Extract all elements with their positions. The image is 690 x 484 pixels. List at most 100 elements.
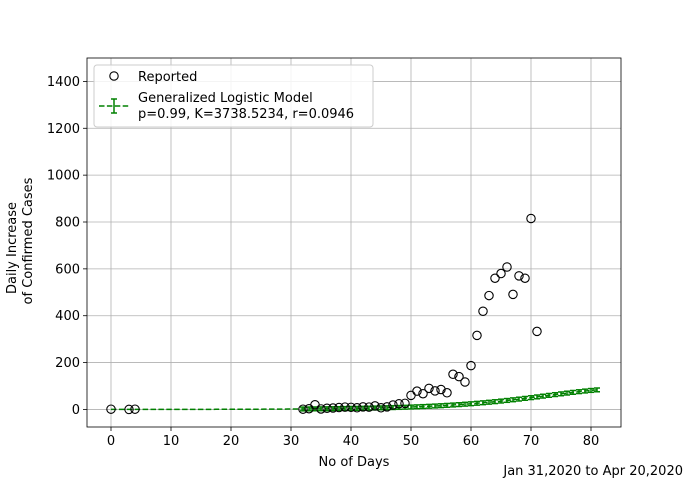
y-tick-label: 1200 xyxy=(47,122,80,137)
model-errorbar xyxy=(522,395,528,402)
model-errorbar xyxy=(480,400,486,406)
reported-series xyxy=(106,213,542,415)
model-errorbar xyxy=(546,392,552,398)
reported-point xyxy=(532,326,542,337)
reported-point xyxy=(376,403,386,413)
x-tick-label: 40 xyxy=(343,434,360,449)
legend-reported-marker xyxy=(109,71,119,81)
reported-point xyxy=(388,400,398,410)
reported-point xyxy=(382,402,392,412)
reported-point xyxy=(394,399,404,409)
model-errorbar xyxy=(588,387,594,394)
reported-point xyxy=(454,371,464,382)
reported-point xyxy=(508,289,518,300)
reported-point xyxy=(130,404,140,414)
y-tick-label: 600 xyxy=(55,262,80,277)
legend-model-label: Generalized Logistic Model xyxy=(138,91,313,106)
model-errorbar xyxy=(450,402,456,408)
model-errorbar xyxy=(420,403,426,410)
x-tick-label: 0 xyxy=(107,434,115,449)
legend-box xyxy=(93,64,374,128)
reported-point xyxy=(460,377,470,387)
model-errorbar xyxy=(570,389,576,395)
reported-point xyxy=(334,402,344,413)
model-curve xyxy=(110,389,598,411)
reported-point xyxy=(442,388,452,398)
y-tick-label: 0 xyxy=(72,403,80,418)
reported-point xyxy=(448,369,458,380)
x-tick-label: 70 xyxy=(523,434,540,449)
reported-point xyxy=(430,386,440,396)
reported-point xyxy=(400,398,410,409)
reported-point xyxy=(418,388,428,399)
model-errorbar xyxy=(492,399,498,405)
model-errorbar xyxy=(540,393,546,399)
model-errorbar xyxy=(444,402,450,408)
model-errorbar xyxy=(456,401,462,408)
reported-point xyxy=(526,213,536,224)
model-series xyxy=(110,387,600,412)
reported-point xyxy=(364,402,374,412)
reported-point xyxy=(316,404,326,414)
model-errorbar xyxy=(558,391,564,397)
x-tick-label: 20 xyxy=(223,434,240,449)
reported-point xyxy=(106,404,116,414)
x-tick-label: 80 xyxy=(583,434,600,449)
reported-point xyxy=(502,262,512,272)
reported-point xyxy=(328,403,338,413)
model-errorbar xyxy=(516,396,522,402)
reported-point xyxy=(124,404,134,415)
x-tick-label: 10 xyxy=(163,434,180,449)
reported-point xyxy=(520,273,530,283)
x-tick-label: 60 xyxy=(463,434,480,449)
date-range-footnote: Jan 31,2020 to Apr 20,2020 xyxy=(502,464,683,479)
reported-point xyxy=(340,402,350,412)
model-errorbar xyxy=(504,397,510,404)
model-errorbar xyxy=(486,399,492,405)
model-errorbar xyxy=(468,401,474,407)
reported-point xyxy=(346,402,356,413)
model-errorbar xyxy=(438,403,444,409)
y-tick-label: 400 xyxy=(55,309,80,324)
model-errorbar xyxy=(528,395,534,401)
x-tick-label: 50 xyxy=(403,434,420,449)
reported-point xyxy=(496,268,506,279)
model-errorbar xyxy=(498,398,504,404)
y-tick-label: 800 xyxy=(55,216,80,231)
model-errorbar xyxy=(510,397,516,403)
x-tick-label: 30 xyxy=(283,434,300,449)
model-errorbar xyxy=(564,390,570,396)
reported-point xyxy=(370,401,380,411)
x-axis-label: No of Days xyxy=(319,455,390,470)
model-errorbar xyxy=(594,387,600,393)
reported-point xyxy=(478,306,488,317)
reported-point xyxy=(484,290,494,301)
plot-frame xyxy=(86,57,622,428)
reported-point xyxy=(436,384,446,395)
model-errorbar xyxy=(534,394,540,400)
legend-reported-label: Reported xyxy=(138,70,197,85)
reported-point xyxy=(490,273,500,283)
reported-point xyxy=(298,404,308,414)
legend: Reported Generalized Logistic Modelp=0.99… xyxy=(93,64,374,128)
y-axis-label-line1: Daily Increase xyxy=(5,202,20,294)
y-axis-label-line2: of Confirmed Cases xyxy=(21,177,36,304)
model-errorbar xyxy=(414,404,420,410)
model-errorbar xyxy=(576,389,582,395)
y-tick-label: 1400 xyxy=(47,75,80,90)
model-errorbar xyxy=(582,388,588,394)
reported-point xyxy=(472,330,482,341)
reported-point xyxy=(412,386,422,396)
model-errorbar xyxy=(432,403,438,409)
reported-point xyxy=(466,360,476,371)
model-errorbar xyxy=(462,401,468,407)
model-errorbar xyxy=(474,400,480,406)
model-errorbar xyxy=(552,391,558,398)
y-tick-label: 200 xyxy=(55,356,80,371)
y-tick-label: 1000 xyxy=(47,169,80,184)
model-errorbar xyxy=(426,403,432,409)
reported-point xyxy=(514,271,524,281)
axes: 0 10 20 30 40 50 60 70 8002004006008001000120014… xyxy=(47,57,622,449)
